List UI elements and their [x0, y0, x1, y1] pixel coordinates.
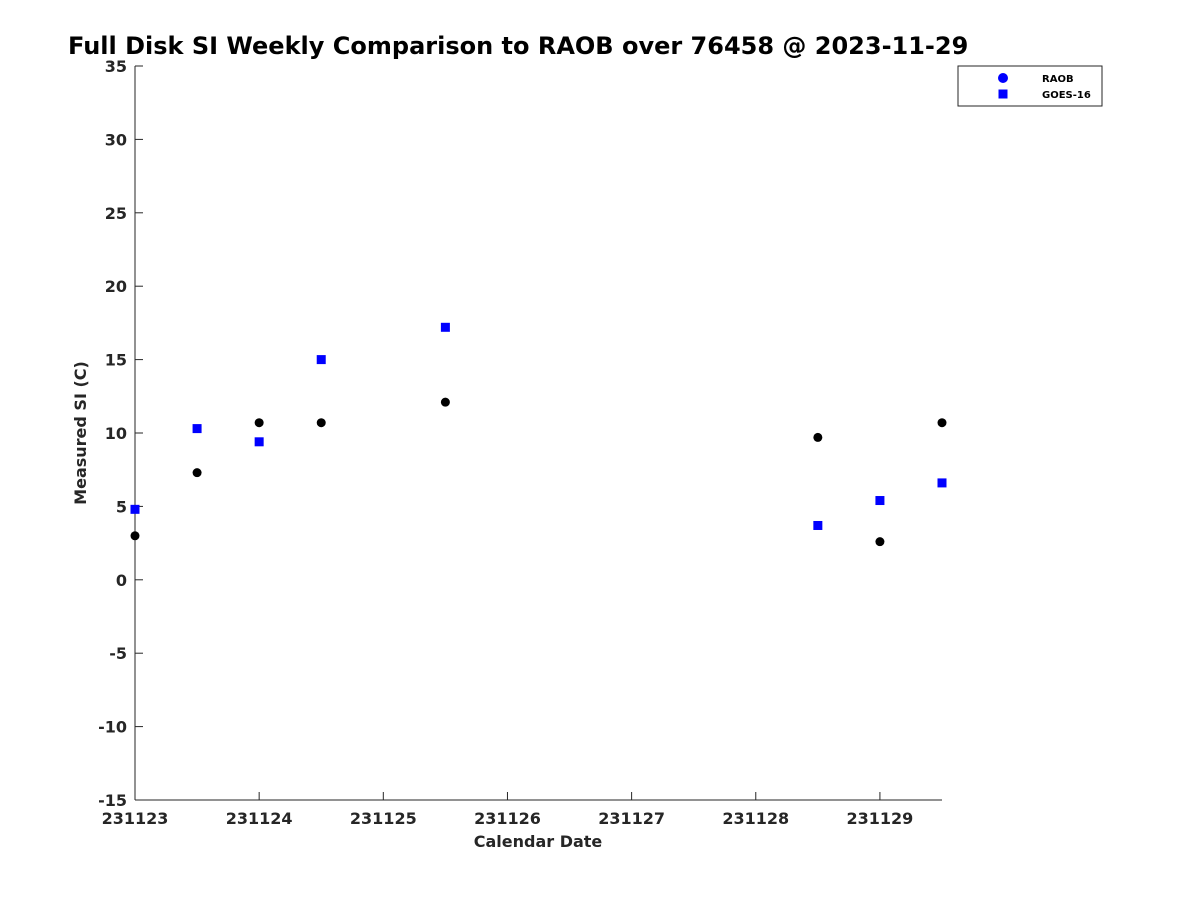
- y-axis-label: Measured SI (C): [71, 361, 90, 505]
- goes-16-point: [440, 322, 450, 332]
- goes-16-point: [937, 478, 947, 488]
- x-tick-label: 231125: [350, 809, 417, 828]
- x-tick-label: 231126: [474, 809, 541, 828]
- raob-point: [440, 397, 450, 407]
- y-tick-label: 0: [116, 571, 127, 590]
- series-raob: [130, 397, 947, 547]
- goes-16-point: [813, 520, 823, 530]
- x-tick-label: 231123: [102, 809, 169, 828]
- series-goes-16: [130, 322, 947, 530]
- x-axis-label: Calendar Date: [474, 832, 603, 851]
- y-tick-label: -10: [98, 718, 127, 737]
- y-tick-label: 35: [105, 57, 127, 76]
- goes-16-point: [130, 504, 140, 514]
- series-layer: [130, 322, 947, 547]
- goes-16-point: [875, 496, 885, 506]
- legend-marker-raob: [998, 73, 1008, 83]
- raob-point: [316, 418, 326, 428]
- goes-16-point: [192, 424, 202, 434]
- chart-title: Full Disk SI Weekly Comparison to RAOB o…: [68, 32, 968, 60]
- y-tick-label: 10: [105, 424, 127, 443]
- y-tick-label: -15: [98, 791, 127, 810]
- raob-point: [937, 418, 947, 428]
- x-tick-label: 231129: [847, 809, 914, 828]
- goes-16-point: [316, 355, 326, 365]
- axes: [134, 66, 942, 801]
- legend-marker-goes-16: [998, 89, 1008, 99]
- raob-point: [254, 418, 264, 428]
- legend-box: [957, 65, 1103, 107]
- legend: RAOB GOES-16: [957, 65, 1103, 107]
- x-tick-label: 231128: [722, 809, 789, 828]
- legend-label: RAOB: [1042, 74, 1074, 85]
- legend-label: GOES-16: [1042, 90, 1091, 101]
- raob-point: [875, 537, 885, 547]
- y-tick-label: -5: [109, 644, 127, 663]
- y-tick-label: 30: [105, 130, 127, 149]
- y-tick-label: 15: [105, 351, 127, 370]
- x-tick-label: 231124: [226, 809, 293, 828]
- y-axis-ticks: -15 -10 -5 0 5 10 15 20 25 30 35: [98, 57, 143, 810]
- y-tick-label: 5: [116, 497, 127, 516]
- raob-point: [192, 468, 202, 478]
- x-axis-ticks: 231123 231124 231125 231126 231127 231128 2311…: [102, 792, 914, 828]
- x-tick-label: 231127: [598, 809, 665, 828]
- y-tick-label: 25: [105, 204, 127, 223]
- y-tick-label: 20: [105, 277, 127, 296]
- raob-point: [130, 531, 140, 541]
- raob-point: [813, 432, 823, 442]
- goes-16-point: [254, 437, 264, 447]
